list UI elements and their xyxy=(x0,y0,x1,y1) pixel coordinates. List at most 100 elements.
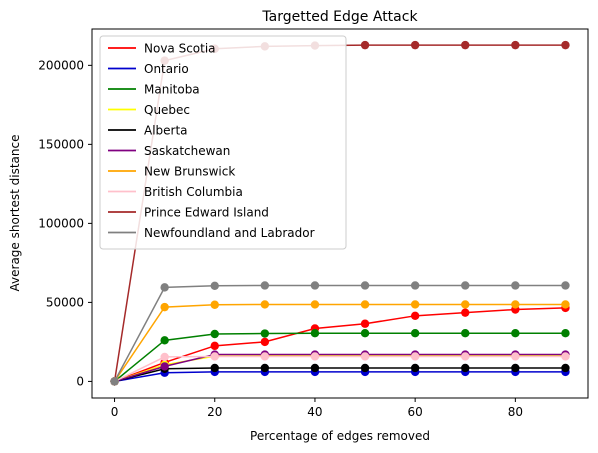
series-line xyxy=(114,307,566,383)
data-point xyxy=(461,352,470,361)
legend-item: Newfoundland and Labrador xyxy=(108,226,315,240)
series-line xyxy=(113,284,566,382)
data-point xyxy=(461,281,470,290)
x-tick-label: 40 xyxy=(307,405,322,419)
data-point xyxy=(561,40,570,50)
y-tick-label: 150000 xyxy=(38,137,84,151)
data-point xyxy=(360,281,370,290)
legend-label: British Columbia xyxy=(144,185,243,199)
data-point xyxy=(561,281,570,290)
axes-frame xyxy=(91,28,589,399)
legend-item: Nova Scotia xyxy=(108,42,216,56)
data-point xyxy=(210,329,219,339)
x-tick-label: 0 xyxy=(111,405,119,419)
legend-label: Prince Edward Island xyxy=(144,206,269,220)
legend-label: Manitoba xyxy=(144,83,200,97)
x-tick-label: 80 xyxy=(508,405,523,419)
legend-item: New Brunswick xyxy=(108,165,235,179)
y-axis-label: Average shortest distance xyxy=(8,135,22,292)
series-line xyxy=(114,332,566,382)
data-point xyxy=(160,352,169,362)
legend: Nova Scotia Ontario Manitoba Quebec Alberta S… xyxy=(99,35,347,250)
plot-area xyxy=(110,40,570,386)
legend-label: Ontario xyxy=(144,62,189,76)
data-point xyxy=(210,281,219,290)
data-point xyxy=(511,300,520,309)
series-0 xyxy=(110,303,570,386)
x-axis-label: Percentage of edges removed xyxy=(250,429,430,443)
data-point xyxy=(410,329,420,338)
series-9 xyxy=(110,281,570,386)
data-point xyxy=(511,281,520,290)
legend-label: Alberta xyxy=(144,124,188,138)
y-tick-label: 0 xyxy=(76,374,84,388)
y-tick-label: 100000 xyxy=(38,216,84,230)
data-point xyxy=(260,352,270,361)
data-point xyxy=(511,329,520,338)
data-point xyxy=(410,40,420,50)
series-1 xyxy=(110,367,570,386)
data-point xyxy=(310,300,320,309)
data-point xyxy=(561,300,570,309)
data-point xyxy=(360,40,370,50)
data-point xyxy=(461,329,470,338)
data-point xyxy=(511,363,520,373)
y-tick-label: 200000 xyxy=(38,58,84,72)
data-point xyxy=(461,308,470,317)
data-point xyxy=(260,363,270,373)
data-point xyxy=(210,363,219,373)
data-point xyxy=(260,300,270,309)
x-tick-label: 60 xyxy=(408,405,423,419)
data-point xyxy=(260,329,270,338)
y-axis: 0 50000 100000 150000 200000 xyxy=(38,58,92,388)
data-point xyxy=(310,363,320,373)
legend-label: Newfoundland and Labrador xyxy=(144,226,315,240)
legend-item: Quebec xyxy=(108,103,190,117)
data-point xyxy=(410,311,420,321)
legend-item: Prince Edward Island xyxy=(108,206,269,220)
data-point xyxy=(360,319,370,328)
data-point xyxy=(561,352,570,361)
data-point xyxy=(260,281,270,290)
legend-item: Saskatchewan xyxy=(108,144,230,158)
series-line xyxy=(114,371,566,383)
legend-label: New Brunswick xyxy=(144,165,235,179)
x-axis: 0 20 40 60 80 xyxy=(111,398,523,419)
data-point xyxy=(160,362,169,371)
data-point xyxy=(410,363,420,373)
chart-title: Targetted Edge Attack xyxy=(261,9,418,25)
series-2 xyxy=(110,329,570,386)
series-line xyxy=(114,367,566,383)
data-point xyxy=(360,300,370,309)
legend-item: British Columbia xyxy=(108,185,243,199)
data-point xyxy=(461,40,470,50)
data-point xyxy=(210,341,219,351)
data-point xyxy=(110,377,119,386)
series-line xyxy=(113,303,566,382)
legend-box xyxy=(99,35,347,250)
series-6 xyxy=(110,300,570,386)
data-point xyxy=(160,302,169,312)
legend-label: Nova Scotia xyxy=(144,42,216,56)
data-point xyxy=(511,352,520,361)
data-point xyxy=(511,40,520,50)
data-point xyxy=(310,352,320,361)
data-point xyxy=(360,329,370,338)
series-line xyxy=(114,355,566,383)
series-4 xyxy=(110,363,570,386)
data-point xyxy=(461,300,470,309)
legend-item: Alberta xyxy=(108,124,188,138)
x-tick-label: 20 xyxy=(207,405,222,419)
data-point xyxy=(410,300,420,309)
y-tick-label: 50000 xyxy=(46,295,84,309)
data-point xyxy=(160,336,169,345)
series-line xyxy=(114,353,566,383)
data-point xyxy=(260,337,270,347)
data-point xyxy=(410,352,420,361)
data-point xyxy=(461,363,470,373)
legend-label: Saskatchewan xyxy=(144,144,230,158)
data-point xyxy=(410,281,420,290)
data-point xyxy=(561,329,570,338)
legend-label: Quebec xyxy=(144,103,190,117)
